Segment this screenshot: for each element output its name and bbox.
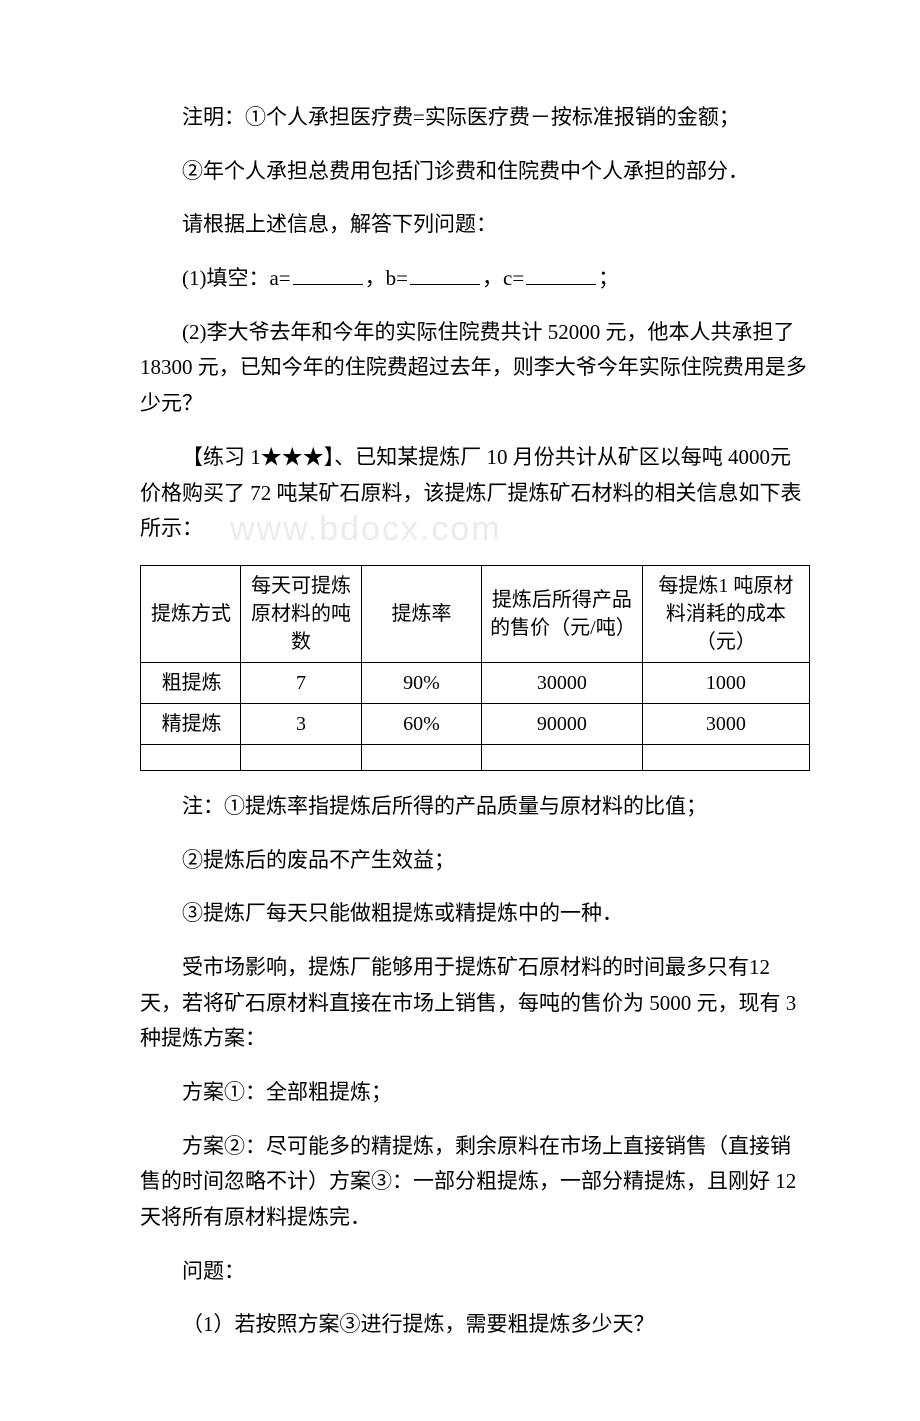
paragraph-plan2-3: 方案②：尽可能多的精提炼，剩余原料在市场上直接销售（直接销售的时间忽略不计）方案…	[140, 1129, 810, 1236]
table-header-cost: 每提炼1 吨原材料消耗的成本（元）	[642, 565, 809, 662]
table-header-price: 提炼后所得产品的售价（元/吨）	[482, 565, 643, 662]
table-cell-empty	[141, 744, 241, 770]
table-cell: 3000	[642, 703, 809, 744]
table-cell: 7	[241, 662, 361, 703]
table-cell: 30000	[482, 662, 643, 703]
table-cell: 3	[241, 703, 361, 744]
blank-a[interactable]	[293, 262, 363, 285]
paragraph-fill-blank: (1)填空：a= ，b= ，c= ；	[140, 261, 810, 297]
fill-blank-end: ；	[598, 266, 619, 290]
paragraph-instruction: 请根据上述信息，解答下列问题：	[140, 207, 810, 243]
paragraph-table-note1: 注：①提炼率指提炼后所得的产品质量与原材料的比值；	[140, 789, 810, 825]
table-header-tons-per-day: 每天可提炼原材料的吨数	[241, 565, 361, 662]
paragraph-note2: ②年个人承担总费用包括门诊费和住院费中个人承担的部分．	[140, 154, 810, 190]
fill-blank-pre: (1)填空：a=	[182, 266, 291, 290]
blank-c[interactable]	[526, 262, 596, 285]
fill-blank-mid1: ，b=	[365, 266, 408, 290]
paragraph-table-note3: ③提炼厂每天只能做粗提炼或精提炼中的一种．	[140, 896, 810, 932]
table-cell-empty	[361, 744, 481, 770]
paragraph-question-label: 问题：	[140, 1254, 810, 1290]
table-cell: 90%	[361, 662, 481, 703]
paragraph-subquestion1: （1）若按照方案③进行提炼，需要粗提炼多少天？	[140, 1307, 810, 1343]
paragraph-exercise-intro: 【练习 1★★★】、已知某提炼厂 10 月份共计从矿区以每吨 4000元价格购买…	[140, 440, 810, 547]
table-cell: 精提炼	[141, 703, 241, 744]
refining-table: 提炼方式 每天可提炼原材料的吨数 提炼率 提炼后所得产品的售价（元/吨） 每提炼…	[140, 565, 810, 771]
paragraph-plan1: 方案①：全部粗提炼；	[140, 1075, 810, 1111]
table-header-row: 提炼方式 每天可提炼原材料的吨数 提炼率 提炼后所得产品的售价（元/吨） 每提炼…	[141, 565, 810, 662]
fill-blank-mid2: ，c=	[482, 266, 524, 290]
paragraph-note1: 注明：①个人承担医疗费=实际医疗费－按标准报销的金额；	[140, 100, 810, 136]
table-cell: 1000	[642, 662, 809, 703]
table-cell-empty	[642, 744, 809, 770]
table-row-empty	[141, 744, 810, 770]
table-cell-empty	[241, 744, 361, 770]
table-cell-empty	[482, 744, 643, 770]
paragraph-table-note2: ②提炼后的废品不产生效益；	[140, 843, 810, 879]
table-cell: 60%	[361, 703, 481, 744]
paragraph-question2: (2)李大爷去年和今年的实际住院费共计 52000 元，他本人共承担了 1830…	[140, 315, 810, 422]
paragraph-market-info: 受市场影响，提炼厂能够用于提炼矿石原材料的时间最多只有12 天，若将矿石原材料直…	[140, 950, 810, 1057]
table-cell: 粗提炼	[141, 662, 241, 703]
table-row: 精提炼 3 60% 90000 3000	[141, 703, 810, 744]
table-header-rate: 提炼率	[361, 565, 481, 662]
table-cell: 90000	[482, 703, 643, 744]
blank-b[interactable]	[410, 262, 480, 285]
table-row: 粗提炼 7 90% 30000 1000	[141, 662, 810, 703]
table-header-method: 提炼方式	[141, 565, 241, 662]
